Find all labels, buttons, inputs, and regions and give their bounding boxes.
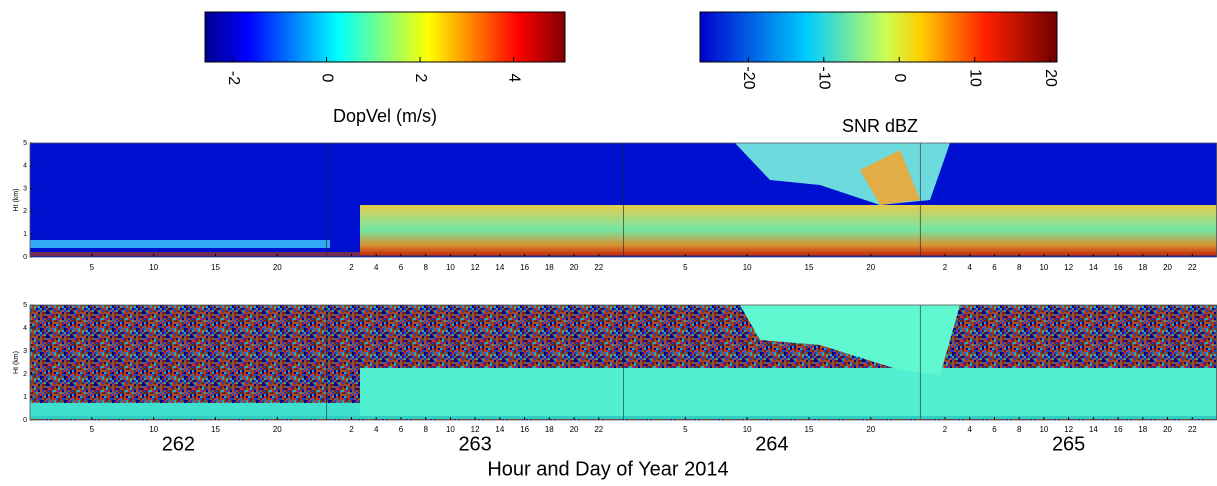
y-axis-title: Ht (km): [13, 189, 20, 212]
y-tick-label: 0: [23, 417, 27, 424]
x-tick-label: 14: [495, 425, 504, 434]
x-tick-label: 20: [866, 425, 875, 434]
x-tick-label: 4: [374, 425, 379, 434]
x-tick-label: 8: [1017, 263, 1022, 272]
colorbar-tick-label: 0: [891, 74, 908, 83]
x-tick-label: 5: [90, 425, 95, 434]
y-tick-label: 3: [23, 185, 27, 192]
x-tick-label: 4: [967, 425, 972, 434]
y-tick-label: 3: [23, 348, 27, 355]
x-tick-label: 8: [423, 425, 428, 434]
colorbar-tick-label: 0: [318, 74, 335, 83]
y-tick-label: 5: [23, 302, 27, 309]
y-tick-label: 4: [23, 325, 27, 332]
colorbar: [699, 11, 1058, 63]
x-tick-label: 10: [743, 263, 752, 272]
colorbar-tick-label: -2: [225, 71, 242, 85]
x-tick-label: 18: [1138, 425, 1147, 434]
colorbar: [204, 11, 566, 63]
x-tick-label: 16: [520, 263, 529, 272]
x-tick-label: 5: [683, 425, 688, 434]
x-tick-label: 20: [273, 263, 282, 272]
x-tick-label: 10: [743, 425, 752, 434]
x-tick-label: 10: [1039, 425, 1048, 434]
x-tick-label: 6: [992, 263, 997, 272]
day-label: 264: [755, 433, 788, 455]
x-tick-label: 8: [423, 263, 428, 272]
x-tick-label: 2: [349, 425, 354, 434]
x-tick-label: 22: [1188, 425, 1197, 434]
colorbar-tick-label: 10: [966, 69, 983, 87]
x-tick-label: 4: [967, 263, 972, 272]
y-tick-label: 2: [23, 371, 27, 378]
x-tick-label: 12: [1064, 425, 1073, 434]
x-tick-label: 2: [349, 263, 354, 272]
x-tick-label: 15: [211, 425, 220, 434]
y-axis-title: Ht (km): [13, 351, 20, 374]
colorbar-tick-label: -10: [816, 66, 833, 89]
y-tick-label: 0: [23, 254, 27, 261]
x-tick-label: 16: [1114, 425, 1123, 434]
y-tick-label: 2: [23, 208, 27, 215]
x-axis-title: Hour and Day of Year 2014: [487, 458, 728, 480]
x-tick-label: 15: [805, 425, 814, 434]
colorbar-label: SNR dBZ: [842, 116, 918, 136]
x-tick-label: 8: [1017, 425, 1022, 434]
x-tick-label: 12: [1064, 263, 1073, 272]
x-tick-label: 10: [1039, 263, 1048, 272]
x-tick-label: 6: [992, 425, 997, 434]
x-tick-label: 22: [594, 425, 603, 434]
y-tick-label: 4: [23, 163, 27, 170]
x-tick-label: 18: [1138, 263, 1147, 272]
x-tick-label: 20: [273, 425, 282, 434]
x-tick-label: 10: [446, 263, 455, 272]
x-tick-label: 20: [570, 425, 579, 434]
colorbar-label: DopVel (m/s): [333, 106, 437, 126]
x-tick-label: 12: [471, 425, 480, 434]
x-tick-label: 20: [570, 263, 579, 272]
x-tick-label: 10: [446, 425, 455, 434]
x-tick-label: 18: [545, 425, 554, 434]
x-tick-label: 14: [1089, 263, 1098, 272]
x-tick-label: 5: [90, 263, 95, 272]
x-tick-label: 15: [805, 263, 814, 272]
day-label: 265: [1052, 433, 1085, 455]
y-tick-label: 5: [23, 140, 27, 147]
colorbar-tick-label: 2: [412, 74, 429, 83]
x-tick-label: 15: [211, 263, 220, 272]
x-tick-label: 16: [520, 425, 529, 434]
day-label: 262: [162, 433, 195, 455]
x-tick-label: 22: [1188, 263, 1197, 272]
x-tick-label: 14: [1089, 425, 1098, 434]
colorbar-tick-label: 20: [1042, 69, 1059, 87]
x-tick-label: 14: [495, 263, 504, 272]
x-tick-label: 10: [149, 425, 158, 434]
x-tick-label: 22: [594, 263, 603, 272]
x-tick-label: 10: [149, 263, 158, 272]
x-tick-label: 12: [471, 263, 480, 272]
x-tick-label: 6: [399, 263, 404, 272]
y-tick-label: 1: [23, 394, 27, 401]
x-tick-label: 18: [545, 263, 554, 272]
x-tick-label: 2: [943, 263, 948, 272]
x-tick-label: 20: [1163, 425, 1172, 434]
x-tick-label: 2: [943, 425, 948, 434]
x-tick-label: 20: [1163, 263, 1172, 272]
day-label: 263: [458, 433, 491, 455]
x-tick-label: 5: [683, 263, 688, 272]
x-tick-label: 20: [866, 263, 875, 272]
colorbar-tick-label: 4: [505, 74, 522, 83]
y-tick-label: 1: [23, 231, 27, 238]
x-tick-label: 16: [1114, 263, 1123, 272]
x-tick-label: 6: [399, 425, 404, 434]
colorbar-tick-label: -20: [740, 66, 757, 89]
x-tick-label: 4: [374, 263, 379, 272]
